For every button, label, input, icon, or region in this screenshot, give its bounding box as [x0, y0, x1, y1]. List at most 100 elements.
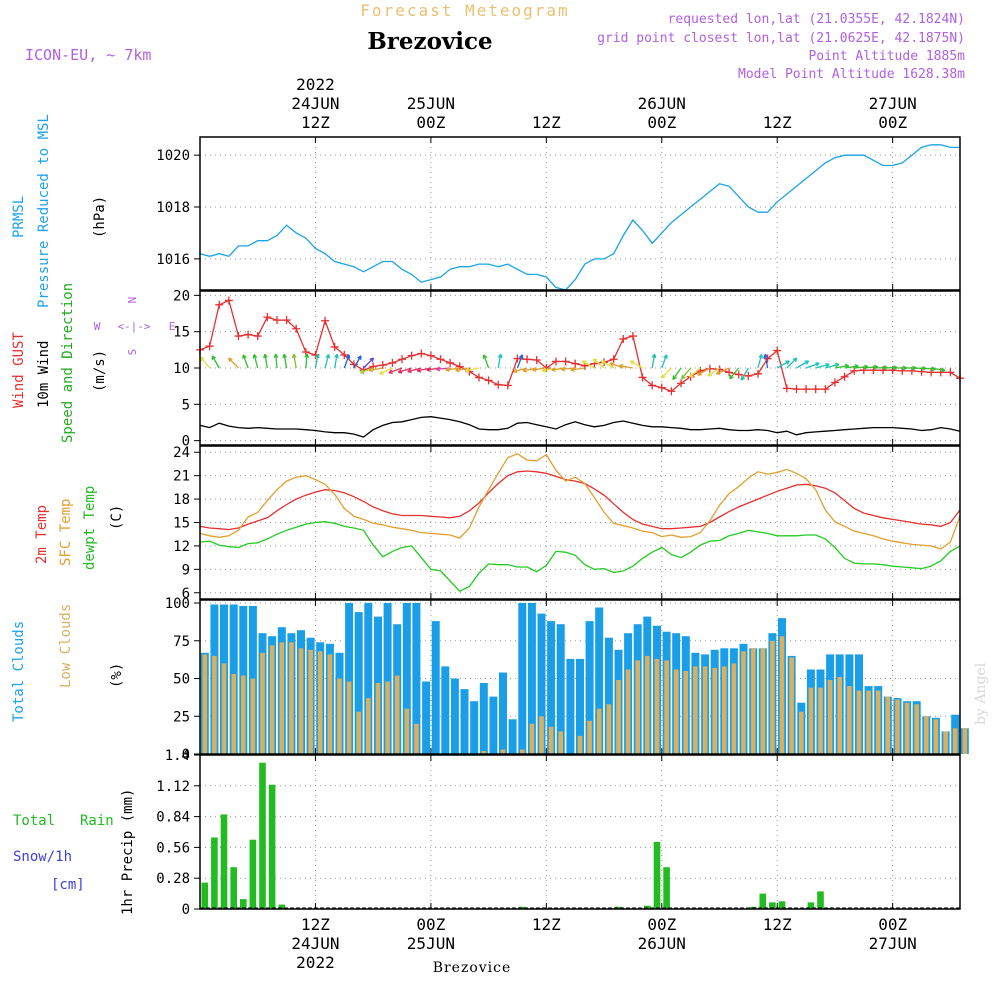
wind-arrow-shaft — [661, 367, 672, 379]
wind-arrow-head — [227, 357, 233, 363]
location-title: Brezovice — [367, 28, 492, 55]
wind-arrow-head — [581, 360, 587, 365]
wind-arrow-shaft — [283, 354, 288, 369]
wind-arrow-head — [242, 354, 247, 359]
gust-marker — [734, 370, 743, 379]
total-cloud-bar — [422, 681, 431, 754]
wind-arrow-shaft — [757, 354, 763, 369]
low-cloud-bar — [298, 648, 304, 754]
wind-arrow-shaft — [455, 367, 470, 372]
total-cloud-bar — [604, 637, 613, 754]
wind-arrow — [931, 367, 946, 373]
gust-marker — [523, 355, 532, 364]
gust-marker — [753, 369, 762, 378]
wind-arrow-shaft — [275, 353, 278, 369]
total-cloud-bar — [547, 621, 556, 754]
wind-arrow — [786, 357, 798, 369]
top-tick-label: 24JUN — [291, 94, 339, 113]
wind-arrow-shaft — [264, 354, 268, 369]
prmsl-unit: (hPa) — [92, 196, 108, 238]
low-cloud-bar — [289, 642, 294, 754]
wind-arrow-head — [707, 372, 713, 377]
wind-arrow-head — [672, 375, 677, 381]
top-tick-label: 2022 — [296, 75, 335, 94]
wind-arrow-head — [532, 367, 537, 372]
wind-arrow-head — [570, 367, 575, 372]
top-tick-label: 12Z — [301, 113, 330, 132]
wind-arrow — [776, 360, 790, 369]
rain-bar — [759, 893, 767, 909]
wind-arrow — [211, 355, 220, 369]
rain-bar — [211, 837, 218, 909]
wind-arrow-shaft — [716, 367, 730, 375]
ytick-label: 0.56 — [156, 840, 190, 856]
total-cloud-bar — [470, 701, 479, 754]
wind-arrow-head — [663, 354, 668, 359]
gust-marker — [782, 384, 791, 393]
rain-bar — [817, 891, 824, 909]
compass-rose: N S W E <-|-> — [94, 297, 176, 356]
low-cloud-bar — [606, 704, 612, 754]
rain-bar — [653, 841, 661, 909]
top-tick-label: 26JUN — [638, 94, 686, 113]
low-cloud-bar — [924, 716, 929, 754]
total-cloud-bar — [354, 612, 363, 754]
wind-arrow-head — [497, 353, 503, 359]
gust-marker — [638, 373, 647, 382]
gust-marker — [561, 357, 570, 366]
watermark: by Angel — [973, 662, 989, 725]
wind-arrow-head — [763, 353, 769, 359]
low-cloud-bar — [385, 681, 390, 754]
wind-arrow — [324, 354, 331, 369]
wind-arrow — [618, 363, 634, 369]
top-tick-label: 00Z — [416, 113, 445, 132]
gust-marker — [609, 355, 618, 364]
low-cloud-bar — [616, 680, 621, 754]
low-cloud-bar — [654, 658, 660, 754]
wind-arrow-head — [815, 362, 820, 367]
wind-arrow — [282, 353, 288, 369]
wind-arrow-head — [482, 354, 488, 359]
wind-arrow — [601, 360, 614, 369]
wind-arrow-head — [651, 353, 657, 359]
low-cloud-bar — [231, 674, 236, 754]
wind-arrow-head — [740, 376, 746, 381]
wind-arrow-head — [368, 367, 374, 373]
gust-marker — [648, 381, 657, 390]
gust-marker — [792, 385, 801, 394]
rain-bar — [259, 762, 266, 909]
ytick-label: 75 — [173, 634, 190, 650]
low-cloud-bar — [250, 678, 256, 754]
bottom-tick-label: 12Z — [301, 915, 330, 934]
gust-marker — [234, 332, 243, 341]
wind-arrow-shaft — [516, 354, 523, 369]
gust-marker — [301, 348, 310, 357]
low-cloud-bar — [596, 708, 602, 754]
total-label: Total — [13, 813, 55, 829]
wind-arrow-shaft — [681, 367, 692, 380]
bottom-tick-label: 12Z — [532, 915, 561, 934]
wind-arrow-shaft — [211, 355, 220, 369]
wind-arrow-shaft — [651, 354, 656, 369]
gust-marker — [407, 351, 416, 360]
ytick-label: 20 — [173, 288, 190, 304]
low-cloud-bar — [837, 677, 842, 754]
low-cloud-bar — [866, 690, 871, 754]
low-cloud-bar — [712, 667, 717, 754]
gust-marker — [494, 380, 503, 389]
gust-marker — [378, 361, 387, 370]
low-cloud-bar — [548, 726, 554, 754]
wind-arrow — [379, 367, 393, 375]
wind-arrow-shaft — [854, 366, 869, 369]
gridpoint-coords: grid point closest lon,lat (21.0625E, 42… — [597, 31, 965, 46]
low-cloud-bar — [808, 687, 814, 754]
total-clouds-label: Total Clouds — [11, 621, 27, 722]
total-cloud-bar — [441, 666, 450, 754]
low-cloud-bar — [645, 655, 650, 754]
total-cloud-bar — [527, 603, 536, 754]
low-cloud-bar — [693, 666, 698, 754]
gust-marker — [830, 378, 839, 387]
compass-n: N — [126, 297, 139, 304]
wind-arrow — [672, 367, 682, 381]
